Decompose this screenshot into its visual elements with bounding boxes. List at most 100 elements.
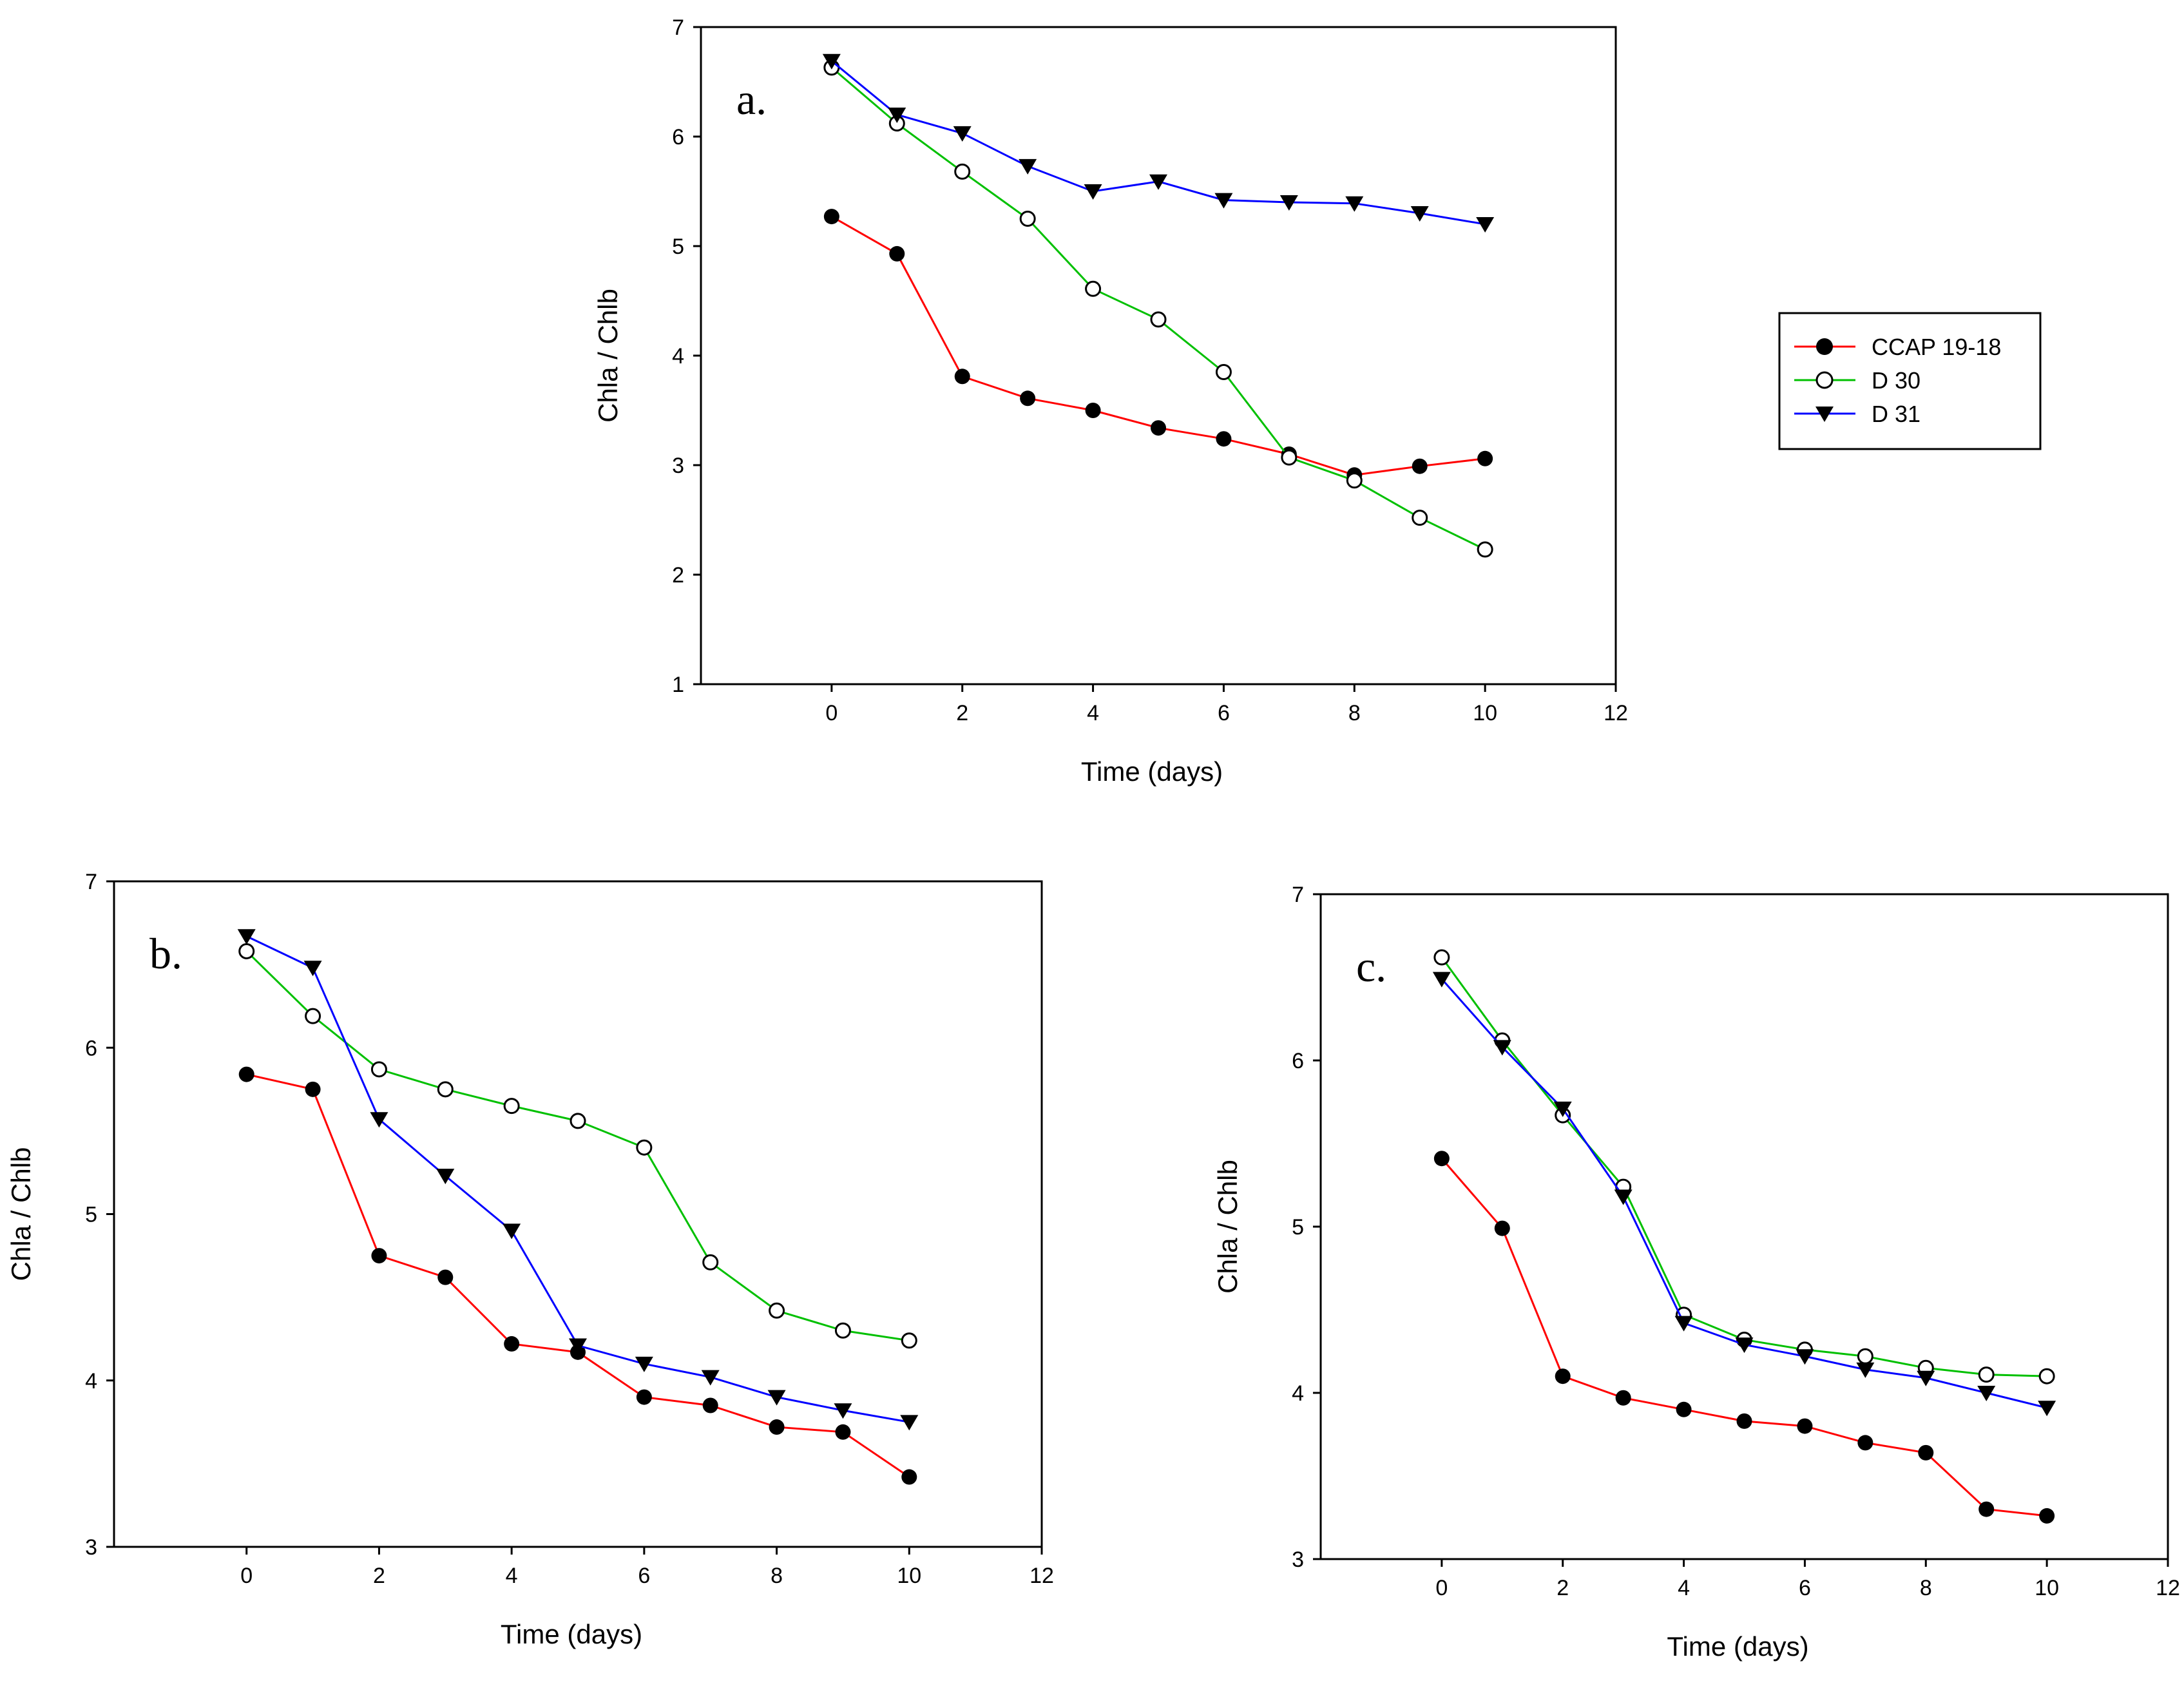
x-tick-label: 12 [1030,1564,1054,1588]
data-point [889,245,905,262]
data-point [1149,174,1167,190]
data-point [1796,1349,1814,1365]
x-tick-label: 4 [1087,701,1099,725]
x-tick-label: 2 [1557,1576,1569,1600]
series-d-31 [1432,972,2056,1417]
data-point [1978,1366,1995,1383]
y-tick-label: 4 [672,344,684,369]
x-tick-label: 8 [771,1564,783,1588]
legend: CCAP 19-18 D 30 D 31 [1778,312,2042,450]
x-tick-label: 8 [1920,1576,1932,1600]
data-point [1151,420,1166,436]
x-tick-label: 8 [1348,701,1361,725]
data-point [954,369,970,385]
data-point [370,1061,387,1078]
x-tick-label: 4 [1678,1576,1690,1600]
data-point [954,163,971,180]
data-point [636,1389,652,1405]
data-point [436,1169,455,1185]
plot-frame [700,26,1617,685]
data-point [1215,364,1232,380]
data-point [503,1223,521,1240]
data-point [1346,472,1363,489]
data-point [702,1397,718,1413]
data-point [237,929,256,945]
legend-label-ccap: CCAP 19-18 [1872,334,2001,360]
data-point [1279,195,1298,211]
x-tick-label: 6 [638,1564,650,1588]
legend-label-d30: D 30 [1872,367,1921,394]
data-point [1019,211,1036,227]
y-tick-label: 3 [672,454,684,478]
series-d-30 [1433,949,2055,1384]
series-line [831,215,1486,476]
data-point [305,1081,321,1097]
data-point [1674,1316,1693,1332]
legend-entry-d31: D 31 [1794,401,1921,427]
x-tick-label: 0 [1435,1576,1448,1600]
data-point [888,108,906,123]
data-point [1410,206,1429,222]
series-line [245,950,910,1342]
series-ccap-19-18 [823,209,1493,483]
y-tick-label: 7 [1292,883,1304,907]
data-point [1553,1101,1572,1117]
data-point [1977,1386,1996,1401]
data-point [1857,1348,1873,1365]
series-d-31 [237,929,919,1431]
panel-label: c. [1356,942,1386,991]
data-point [1085,403,1101,418]
x-axis-title: Time (days) [1081,756,1223,787]
data-point [1214,193,1233,209]
y-tick-label: 2 [672,563,684,588]
x-tick-label: 12 [1604,701,1628,725]
y-tick-label: 6 [85,1036,97,1060]
data-point [1918,1444,1934,1461]
x-tick-label: 12 [2156,1576,2180,1600]
panel-label: a. [736,75,767,124]
data-point [1412,458,1428,474]
data-point [1735,1337,1754,1354]
series-d-30 [823,59,1493,558]
x-tick-label: 2 [373,1564,385,1588]
data-point [636,1139,653,1156]
data-point [1433,1151,1450,1167]
x-tick-label: 0 [240,1564,253,1588]
data-point [2039,1508,2055,1524]
data-point [1216,431,1232,447]
data-point [303,961,322,977]
data-point [1412,510,1428,526]
data-point [822,53,841,70]
x-axis-title: Time (days) [1667,1631,1808,1662]
data-point [823,209,839,225]
data-point [635,1356,653,1372]
series-d-31 [822,53,1495,233]
series-line [246,1073,910,1478]
y-tick-label: 1 [672,673,684,697]
data-point [767,1390,786,1406]
x-tick-label: 0 [825,701,838,725]
data-point [1084,184,1102,200]
chart-panel-c: 0 2 4 6 8 10 12 3 4 5 6 7 Time (days) Chla / Chlb c. [1212,883,2180,1662]
data-point [1797,1418,1813,1434]
data-point [901,1469,917,1485]
data-point [1614,1189,1633,1205]
data-point [1978,1501,1995,1517]
data-point [1477,450,1493,466]
data-point [570,1113,586,1129]
panel-label: b. [149,929,182,978]
data-point [1433,949,1450,966]
y-axis-title: Chla / Chlb [1212,1160,1243,1294]
data-point [900,1415,919,1431]
data-point [503,1098,520,1115]
chart-panel-b: 0 2 4 6 8 10 12 3 4 5 6 7 Time (days) Chla / Chlb b. [6,870,1054,1649]
legend-label-d31: D 31 [1872,401,1921,427]
x-tick-label: 6 [1218,701,1230,725]
data-point [437,1269,454,1285]
plot-frame [113,880,1043,1548]
y-axis-title: Chla / Chlb [593,289,623,423]
data-point [834,1322,851,1339]
x-tick-label: 10 [897,1564,921,1588]
